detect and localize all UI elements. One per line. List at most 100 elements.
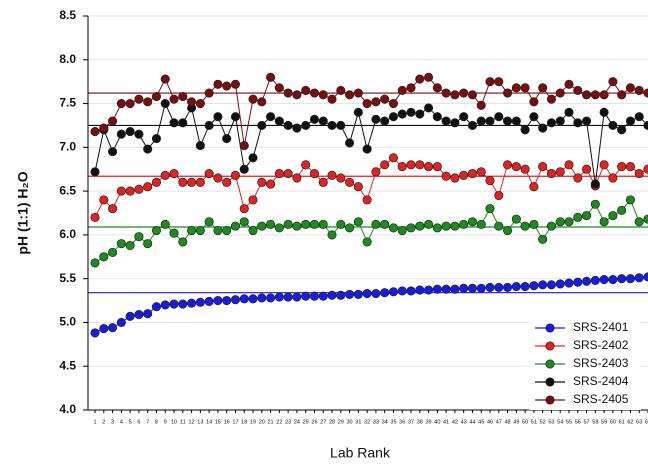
x-tick-label: 2 — [102, 419, 105, 425]
data-point — [459, 88, 469, 98]
x-tick-label: 21 — [268, 419, 274, 425]
data-point — [371, 97, 381, 107]
data-point — [476, 283, 486, 293]
legend-marker — [545, 377, 555, 387]
data-point — [485, 282, 495, 292]
data-point — [459, 219, 469, 229]
data-point — [406, 107, 416, 117]
legend-marker — [545, 341, 555, 351]
data-point — [503, 116, 513, 126]
data-point — [283, 219, 293, 229]
data-point — [134, 129, 144, 139]
data-point — [353, 289, 363, 299]
data-point — [336, 173, 346, 183]
data-point — [494, 77, 504, 87]
data-point — [643, 272, 648, 282]
data-point — [336, 219, 346, 229]
data-point — [257, 221, 267, 231]
data-point — [134, 184, 144, 194]
data-point — [573, 85, 583, 95]
data-point — [160, 99, 170, 109]
data-point — [424, 285, 434, 295]
data-point — [608, 173, 618, 183]
data-point — [459, 112, 469, 122]
data-point — [266, 179, 276, 189]
data-point — [634, 217, 644, 227]
series-line — [94, 198, 648, 264]
data-point — [362, 289, 372, 299]
x-tick-label: 37 — [408, 419, 414, 425]
data-point — [599, 274, 609, 285]
data-point — [617, 90, 627, 100]
data-point — [494, 190, 504, 201]
x-tick-label: 59 — [601, 419, 607, 425]
data-point — [336, 290, 346, 300]
x-tick-label: 13 — [197, 419, 203, 425]
data-point — [625, 274, 635, 284]
x-tick-label: 17 — [232, 419, 238, 425]
y-tick-label: 4.0 — [59, 402, 76, 416]
data-point — [257, 97, 267, 107]
x-tick-label: 36 — [399, 419, 405, 425]
data-point — [625, 195, 635, 205]
data-point — [441, 171, 451, 181]
data-point — [432, 83, 442, 93]
data-point — [222, 177, 232, 187]
y-tick-label: 8.5 — [59, 8, 76, 22]
data-point — [195, 297, 205, 307]
data-point — [318, 291, 328, 301]
data-point — [380, 219, 390, 229]
data-point — [520, 281, 530, 292]
data-point — [590, 90, 600, 100]
data-point — [582, 164, 592, 174]
data-point — [248, 153, 258, 163]
data-point — [248, 195, 258, 205]
x-tick-label: 50 — [522, 419, 528, 425]
x-tick-label: 57 — [583, 419, 589, 425]
data-point — [617, 274, 627, 284]
data-point — [432, 112, 442, 122]
data-point — [441, 221, 451, 231]
data-point — [415, 109, 425, 119]
data-point — [380, 160, 390, 170]
data-point — [529, 219, 539, 229]
x-tick-label: 20 — [259, 419, 265, 425]
data-point — [292, 173, 302, 183]
data-point — [485, 204, 495, 214]
data-point — [573, 173, 583, 183]
data-point — [476, 116, 486, 126]
data-point — [625, 83, 635, 93]
data-point — [520, 221, 530, 231]
data-point — [353, 88, 363, 98]
data-point — [108, 147, 118, 157]
data-point — [151, 302, 162, 312]
data-point — [160, 300, 170, 310]
data-point — [538, 280, 548, 290]
data-point — [450, 173, 460, 183]
x-tick-label: 26 — [311, 419, 317, 425]
x-tick-label: 27 — [320, 419, 326, 425]
data-point — [239, 217, 249, 227]
data-point — [406, 286, 416, 296]
data-point — [160, 74, 170, 84]
data-point — [169, 94, 179, 104]
data-point — [643, 214, 648, 224]
data-point — [450, 284, 460, 294]
data-point — [643, 88, 648, 98]
data-point — [485, 176, 495, 186]
data-point — [204, 169, 214, 179]
data-point — [643, 164, 648, 174]
data-point — [327, 290, 337, 300]
data-point — [529, 182, 539, 192]
y-tick-label: 7.0 — [59, 140, 76, 154]
data-point — [125, 99, 135, 109]
data-point — [336, 120, 346, 130]
data-point — [274, 169, 284, 179]
data-point — [266, 293, 276, 303]
data-point — [204, 88, 214, 98]
data-point — [257, 120, 267, 130]
data-point — [116, 317, 126, 327]
data-point — [450, 90, 460, 100]
data-point — [494, 112, 504, 122]
data-point — [520, 125, 530, 135]
